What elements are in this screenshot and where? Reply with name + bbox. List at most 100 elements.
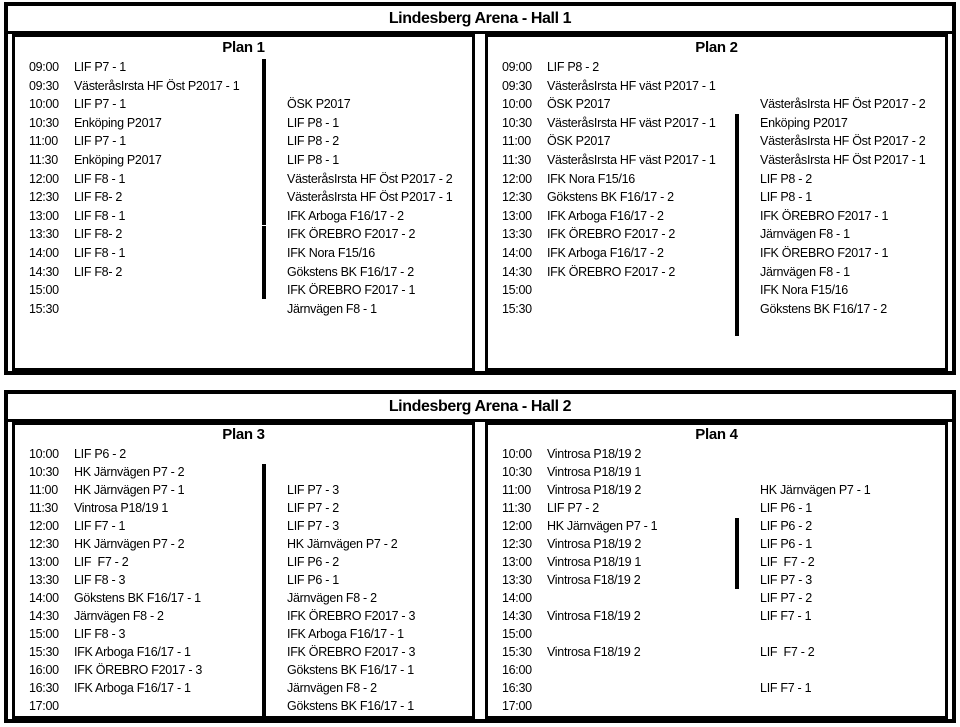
schedule-row: 13:30 LIF F8- 2 Gökstens BK F16/17 - 2 (15, 225, 472, 300)
plan-1-title: Plan 1 (222, 39, 265, 56)
time-cell: 10:30 (29, 115, 59, 130)
away-team-cell: IFK ÖREBRO F2017 - 1 (735, 170, 945, 244)
time-cell: 10:00 (29, 447, 59, 461)
away-team-cell: IFK Nora F15/16 (262, 207, 472, 281)
hall-2-section: Lindesberg Arena - Hall 2 Plan 3 10:00 L… (4, 390, 956, 723)
away-team-cell: LIF P7 - 3 (262, 445, 472, 517)
home-team-cell: Vintrosa P18/19 1 (547, 465, 642, 479)
time-cell: 15:30 (29, 645, 59, 659)
time-cell: 14:00 (29, 245, 59, 260)
time-cell: 14:30 (502, 264, 532, 279)
schedule-row: 10:30 VästeråsIrsta HF väst P2017 - 1 Vä… (488, 114, 945, 188)
home-team-cell: LIF P7 - 2 (547, 501, 599, 515)
schedule-row: 14:00 LIF F8 - 1 IFK ÖREBRO F2017 - 1 (15, 244, 472, 297)
time-cell: 13:00 (29, 208, 59, 223)
time-cell: 15:30 (502, 301, 532, 316)
hall-1-plans: Plan 1 09:00 LIF P7 - 1 ÖSK P2017 09:30 … (8, 34, 952, 371)
home-team-cell: Enköping P2017 (74, 152, 162, 167)
home-team-cell: VästeråsIrsta HF väst P2017 - 1 (547, 115, 716, 130)
away-team-cell: VästeråsIrsta HF Öst P2017 - 2 (735, 58, 945, 132)
home-team-cell: LIF F7 - 2 (74, 555, 129, 569)
away-team-cell: IFK Nora F15/16 (735, 244, 945, 318)
time-cell: 13:30 (502, 227, 532, 242)
time-cell: 12:00 (502, 519, 532, 533)
away-team-name: IFK Nora F15/16 (287, 245, 375, 260)
home-team-cell: IFK Nora F15/16 (547, 171, 635, 186)
home-team-cell: Vintrosa P18/19 2 (547, 447, 642, 461)
schedule-row: 10:00 ÖSK P2017 VästeråsIrsta HF Öst P20… (488, 95, 945, 148)
schedule-row: 11:30 LIF P7 - 2 LIF P6 - 1 (488, 499, 945, 551)
away-team-name: VästeråsIrsta HF Öst P2017 - 2 (287, 171, 453, 186)
away-team-cell: HK Järnvägen P7 - 2 (262, 499, 472, 571)
schedule-row: 09:30 VästeråsIrsta HF Öst P2017 - 1 LIF… (15, 77, 472, 151)
away-team-name: IFK ÖREBRO F2017 - 1 (760, 208, 889, 223)
away-team-name: LIF F8 - 3 (287, 717, 338, 719)
away-team-name: IFK ÖREBRO F2017 - 2 (287, 227, 416, 242)
schedule-row: 15:00 (15, 281, 472, 300)
time-cell: 11:30 (29, 152, 58, 167)
plan-2-title: Plan 2 (695, 39, 738, 56)
time-cell: 12:30 (502, 537, 532, 551)
schedule-row: 16:30 IFK Arboga F16/17 - 1 LIF F8 - 3 (15, 679, 472, 697)
away-team-cell: VästeråsIrsta HF Öst P2017 - 2 (262, 132, 472, 206)
home-team-cell: Vintrosa F18/19 2 (547, 573, 641, 587)
away-team-name: LIF F7 - 2 (760, 555, 815, 569)
time-cell: 15:30 (29, 301, 59, 316)
away-team-name: LIF P6 - 2 (287, 555, 339, 569)
time-cell: 15:00 (502, 627, 532, 641)
time-cell: 14:30 (29, 609, 59, 623)
away-team-cell: VästeråsIrsta HF Öst P2017 - 1 (735, 114, 945, 188)
away-team-name: VästeråsIrsta HF Öst P2017 - 2 (760, 97, 926, 112)
schedule-row: 13:30 LIF F8 - 3 IFK ÖREBRO F2017 - 3 (15, 571, 472, 623)
away-team-name: LIF F7 - 1 (760, 609, 812, 623)
away-team-name: LIF F7 - 2 (760, 645, 815, 659)
change-bar (735, 517, 739, 589)
away-team-name: Enköping P2017 (760, 115, 848, 130)
home-team-cell: LIF F8 - 1 (74, 245, 126, 260)
schedule-row: 13:00 Vintrosa P18/19 1 LIF P7 - 2 (488, 553, 945, 605)
change-bar (262, 95, 266, 170)
away-team-name: LIF P6 - 1 (287, 573, 339, 587)
home-team-cell: ÖSK P2017 (547, 97, 611, 112)
away-team-cell (735, 697, 945, 716)
change-bar (262, 661, 266, 716)
away-team-cell: Järnvägen F8 - 1 (262, 263, 472, 337)
hall-1-title: Lindesberg Arena - Hall 1 (8, 6, 952, 34)
schedule-row: 15:30 (488, 300, 945, 319)
away-team-cell: IFK ÖREBRO F2017 - 2 (262, 188, 472, 262)
time-cell: 16:00 (29, 663, 59, 677)
time-cell: 10:00 (502, 97, 532, 112)
home-team-cell: Enköping P2017 (74, 115, 162, 130)
away-team-cell: IFK ÖREBRO F2017 - 1 (262, 244, 472, 318)
away-team-name: Gökstens BK F16/17 - 1 (287, 663, 414, 677)
schedule-row: 12:30 HK Järnvägen P7 - 2 LIF P6 - 1 (15, 535, 472, 587)
hall-1-section: Lindesberg Arena - Hall 1 Plan 1 09:00 L… (4, 2, 956, 375)
time-cell: 10:00 (29, 97, 59, 112)
time-cell: 09:00 (502, 60, 532, 74)
home-team-cell: HK Järnvägen P7 - 2 (74, 537, 185, 551)
schedule-row: 10:00 LIF P6 - 2 LIF P7 - 3 (15, 445, 472, 497)
away-team-name: LIF P6 - 1 (760, 537, 812, 551)
away-team-cell: LIF P8 - 1 (262, 114, 472, 188)
plan-3-rows: 10:00 LIF P6 - 2 LIF P7 - 3 10:30 HK Jär… (15, 445, 472, 716)
schedule-row: 15:30 (15, 300, 472, 319)
time-cell: 14:00 (502, 245, 532, 260)
time-cell: 11:00 (29, 483, 58, 497)
away-team-name: LIF P7 - 3 (287, 519, 339, 533)
time-cell: 15:00 (29, 627, 59, 641)
schedule-row: 14:30 LIF F8- 2 Järnvägen F8 - 1 (15, 263, 472, 316)
time-cell: 12:00 (29, 519, 59, 533)
away-team-cell (262, 697, 472, 716)
time-cell: 11:00 (29, 134, 58, 149)
schedule-row: 12:30 Gökstens BK F16/17 - 2 Järnvägen F… (488, 188, 945, 241)
schedule-row: 15:00 LIF F8 - 3 Gökstens BK F16/17 - 1 (15, 625, 472, 697)
away-team-name: Järnvägen F8 - 1 (760, 264, 850, 279)
home-team-cell: Vintrosa P18/19 2 (547, 483, 642, 497)
schedule-row: 11:30 Vintrosa P18/19 1 HK Järnvägen P7 … (15, 499, 472, 551)
home-team-cell: HK Järnvägen P7 - 2 (74, 465, 185, 479)
plan-1-schedule: Plan 1 09:00 LIF P7 - 1 ÖSK P2017 09:30 … (12, 34, 475, 371)
plan-1-rows: 09:00 LIF P7 - 1 ÖSK P2017 09:30 Västerå… (15, 58, 472, 318)
home-team-cell: LIF P6 - 2 (74, 447, 126, 461)
schedule-row: 12:30 Vintrosa P18/19 2 LIF P7 - 3 (488, 535, 945, 587)
schedule-row: 11:30 VästeråsIrsta HF väst P2017 - 1 LI… (488, 151, 945, 204)
